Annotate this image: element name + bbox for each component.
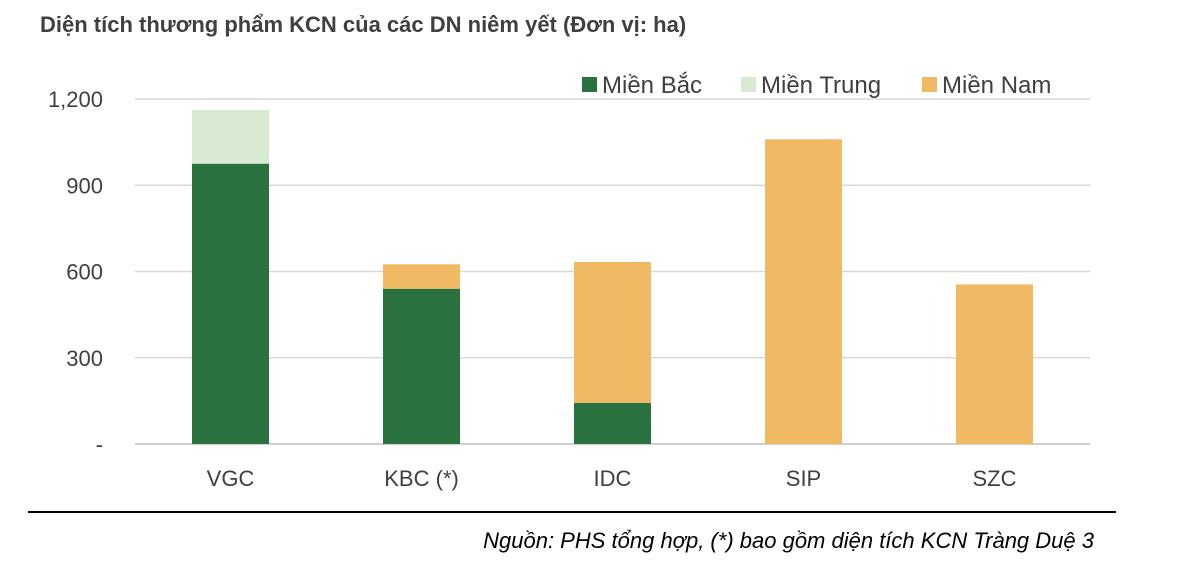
bar-segment: [192, 163, 269, 444]
legend: Miền Bắc Miền Trung Miền Nam: [582, 72, 1051, 99]
y-tick-label: 300: [66, 346, 103, 371]
bar-segment: [383, 288, 460, 444]
footer-divider: [28, 511, 1116, 513]
bar-segment: [574, 262, 651, 403]
bars: [192, 109, 1033, 444]
legend-label: Miền Nam: [942, 72, 1051, 99]
bar-segment: [192, 109, 269, 164]
stacked-bar-chart: - 300 600 900 1,200 VGC KBC (*) IDC SIP SZC Miền…: [48, 72, 1090, 491]
x-axis-labels: VGC KBC (*) IDC SIP SZC: [207, 466, 1017, 491]
source-note: Nguồn: PHS tổng hợp, (*) bao gồm diện tí…: [483, 528, 1094, 553]
y-tick-label: 1,200: [48, 87, 103, 112]
legend-swatch: [582, 77, 597, 92]
y-tick-label: 900: [66, 173, 103, 198]
x-tick-label: IDC: [594, 466, 632, 491]
bar-segment: [383, 264, 460, 289]
legend-swatch: [922, 77, 937, 92]
x-tick-label: KBC (*): [384, 466, 459, 491]
legend-swatch: [741, 77, 756, 92]
y-axis-ticks: - 300 600 900 1,200: [48, 87, 103, 457]
legend-label: Miền Trung: [761, 72, 881, 99]
bar-segment: [574, 402, 651, 444]
x-tick-label: VGC: [207, 466, 255, 491]
x-tick-label: SZC: [973, 466, 1017, 491]
legend-label: Miền Bắc: [602, 72, 702, 99]
y-tick-label: -: [96, 432, 103, 457]
x-tick-label: SIP: [786, 466, 821, 491]
y-tick-label: 600: [66, 260, 103, 285]
bar-segment: [956, 284, 1033, 444]
chart-title: Diện tích thương phẩm KCN của các DN niê…: [40, 12, 687, 37]
bar-segment: [765, 139, 842, 444]
